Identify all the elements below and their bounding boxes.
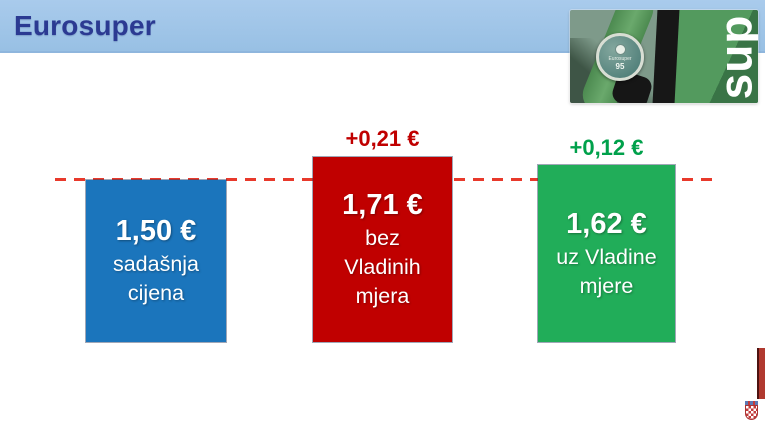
bar-with-measures: 1,62 € uz Vladine mjere — [538, 165, 675, 342]
croatia-coat-of-arms-icon — [745, 401, 758, 420]
bar-caption-line: cijena — [127, 281, 185, 305]
bar-without-measures: 1,71 € bez Vladinih mjera — [313, 157, 452, 342]
bar-caption-line: Vladinih — [344, 255, 421, 279]
coat-of-arms-crown — [745, 401, 758, 405]
pump-badge-octane: 95 — [615, 61, 625, 71]
page-title: Eurosuper — [14, 10, 156, 41]
red-vertical-strip — [757, 348, 765, 399]
bar-caption-line: mjera — [355, 284, 410, 308]
pump-badge: Eurosuper 95 — [596, 33, 644, 81]
pump-badge-name: Eurosuper — [608, 55, 632, 62]
bar-value-label: 1,62 € — [566, 207, 647, 240]
fuel-pump-photo: Eurosuper 95 sup — [570, 10, 758, 103]
bar-current-price: 1,50 € sadašnja cijena — [86, 180, 226, 342]
bar-caption-line: mjere — [579, 273, 634, 298]
bar-value-label: 1,50 € — [115, 215, 197, 247]
pump-green-panel — [674, 10, 758, 103]
delta-label-with-measures: +0,12 € — [569, 135, 644, 160]
pump-vertical-word: sup — [709, 14, 759, 100]
coat-of-arms-shield — [745, 405, 758, 420]
pump-badge-dot-icon — [614, 43, 626, 55]
delta-label-without-measures: +0,21 € — [345, 126, 420, 151]
bar-value-label: 1,71 € — [342, 189, 423, 221]
bar-caption-line: uz Vladine — [556, 244, 657, 269]
bar-caption-line: sadašnja — [112, 252, 200, 276]
bar-caption-line: bez — [365, 226, 400, 250]
